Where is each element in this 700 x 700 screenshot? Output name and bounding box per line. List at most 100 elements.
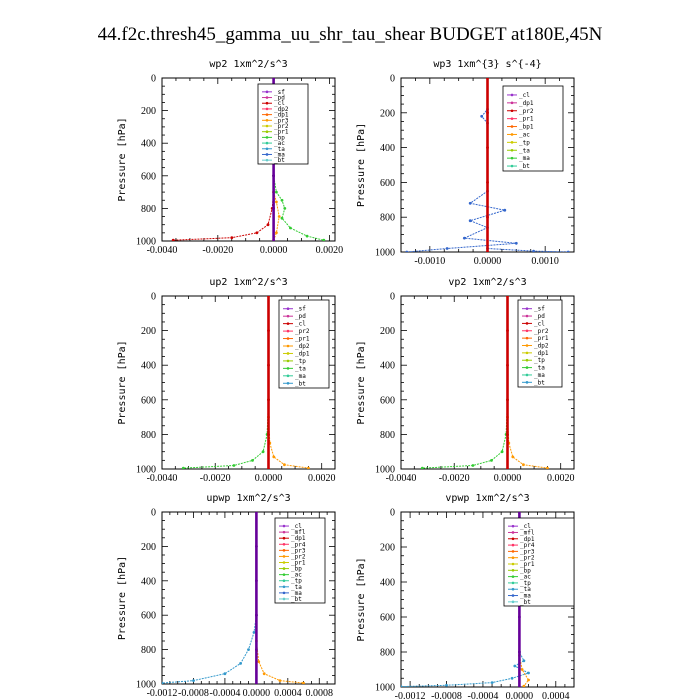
- y-tick-label: 0: [151, 292, 156, 303]
- legend-label: _bp: [520, 567, 531, 574]
- legend-marker: [282, 573, 286, 576]
- legend-label: _ac: [520, 574, 531, 581]
- legend-label: _dp1: [295, 350, 310, 357]
- legend-marker: [511, 575, 515, 578]
- y-tick-label: 800: [141, 430, 156, 441]
- legend-label: _ma: [274, 151, 285, 158]
- legend-marker: [286, 314, 290, 318]
- legend-marker: [282, 542, 286, 546]
- data-point: [520, 668, 524, 671]
- legend-marker: [510, 133, 514, 136]
- legend-marker: [265, 124, 269, 128]
- panel-5: upwp 1xm^2/s^3 Pressure [hPa] 0 200 400 600 80…: [117, 493, 336, 699]
- y-axis-label: Pressure [hPa]: [356, 557, 367, 641]
- data-point: [272, 207, 275, 210]
- y-tick-label: 600: [380, 178, 395, 189]
- y-tick-label: 400: [380, 578, 395, 589]
- legend-marker: [282, 597, 286, 601]
- data-point: [255, 545, 258, 548]
- legend-marker: [265, 153, 269, 156]
- data-point: [267, 467, 270, 469]
- data-point: [522, 463, 525, 467]
- legend-label: _ta: [534, 365, 545, 372]
- legend-label: _ma: [519, 155, 530, 162]
- data-point: [283, 207, 287, 210]
- data-point: [162, 681, 164, 684]
- data-point: [506, 329, 509, 332]
- data-point: [305, 234, 309, 238]
- data-point: [275, 200, 278, 204]
- data-point: [480, 114, 484, 118]
- legend-marker: [265, 136, 269, 139]
- legend-marker: [265, 147, 269, 151]
- x-tick-label: 0.0000: [243, 688, 271, 699]
- data-point: [239, 662, 243, 665]
- data-point: [247, 648, 250, 651]
- data-point: [272, 174, 275, 178]
- x-tick-label: 0.0000: [255, 473, 283, 484]
- x-tick-label: -0.0020: [439, 473, 470, 484]
- legend-marker: [510, 148, 514, 152]
- legend-label: _bp: [274, 134, 285, 141]
- legend: _sf_pd_cl_dp2_dp1_pr3_pr2_pr1_bp_ac_ta_m…: [257, 83, 309, 165]
- legend-label: _pr2: [274, 123, 289, 130]
- legend-marker: [265, 107, 269, 111]
- x-tick-label: -0.0004: [209, 688, 240, 699]
- legend-marker: [525, 373, 529, 377]
- y-tick-label: 200: [141, 542, 156, 553]
- legend-label: _pd: [295, 313, 306, 320]
- y-tick-label: 200: [380, 108, 395, 119]
- legend-marker: [511, 587, 515, 591]
- data-point: [289, 226, 292, 230]
- legend-label: _ta: [520, 586, 531, 593]
- data-point: [255, 231, 259, 235]
- plot-frame: [161, 77, 336, 242]
- y-tick-label: 600: [141, 395, 156, 406]
- x-tick-label: -0.0040: [147, 245, 178, 256]
- legend-label: _pr2: [520, 555, 535, 562]
- y-tick-label: 0: [390, 508, 395, 519]
- y-axis-label: Pressure [hPa]: [117, 117, 128, 201]
- legend-box: [502, 85, 564, 172]
- legend-label: _bt: [295, 380, 306, 387]
- legend-label: _cl: [274, 100, 285, 107]
- data-point: [506, 433, 509, 436]
- legend-label: _pr1: [520, 561, 535, 568]
- y-tick-label: 600: [141, 171, 156, 182]
- legend-label: _pr1: [295, 336, 310, 343]
- data-point: [486, 181, 489, 184]
- legend-label: _dp1: [519, 100, 534, 107]
- data-point: [468, 201, 472, 205]
- y-tick-label: 1000: [375, 248, 395, 259]
- data-point: [506, 296, 509, 298]
- legend: _cl_mfl_dp1_pr4_pr3_pr2_pr1_bp_ac_tp_ta_…: [274, 517, 326, 604]
- x-tick-label: 0.0020: [316, 245, 344, 256]
- data-point: [267, 329, 270, 332]
- y-tick-label: 1000: [136, 237, 156, 248]
- panel-2: wp3 1xm^{3} s^{-4} Pressure [hPa] 0 200 400 6…: [356, 59, 575, 267]
- data-point: [513, 664, 517, 668]
- panel-title: vpwp 1xm^2/s^3: [445, 493, 529, 504]
- data-point: [278, 679, 282, 682]
- legend-label: _tp: [520, 580, 531, 587]
- data-point: [486, 250, 489, 252]
- legend-box: [503, 517, 575, 607]
- y-tick-label: 400: [141, 139, 156, 150]
- legend-label: _ta: [274, 146, 285, 153]
- x-tick-label: 0.0004: [274, 688, 302, 699]
- data-point: [532, 249, 535, 252]
- y-tick-label: 1000: [136, 680, 156, 691]
- x-tick-label: 0.0008: [306, 688, 334, 699]
- y-tick-label: 1000: [136, 465, 156, 476]
- data-point: [272, 455, 276, 459]
- legend-label: _pd: [534, 313, 545, 320]
- data-point: [518, 685, 521, 687]
- legend-label: _bp1: [519, 124, 534, 131]
- legend-marker: [282, 555, 286, 558]
- y-axis-label: Pressure [hPa]: [356, 340, 367, 424]
- data-point: [255, 648, 258, 651]
- y-tick-label: 800: [380, 213, 395, 224]
- legend-label: _bt: [519, 163, 530, 170]
- legend-label: _ma: [534, 372, 545, 379]
- legend-label: _ta: [519, 147, 530, 154]
